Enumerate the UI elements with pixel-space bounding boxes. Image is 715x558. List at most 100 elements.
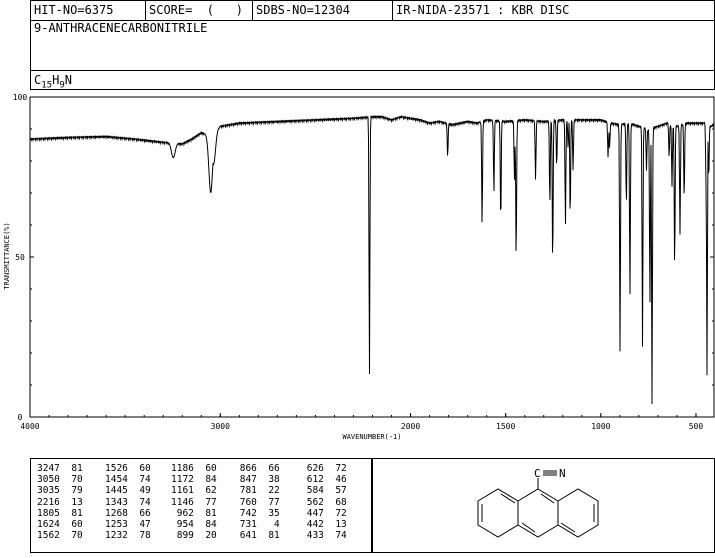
peak-transmittance: 68 [323,496,347,508]
peak-row: 442 13 [301,519,347,530]
anthracene-structure: C N [477,467,599,538]
structure-box: C N [372,458,715,553]
header-box: HIT-NO=6375 SCORE= ( ) SDBS-NO=12304 IR-… [30,0,715,90]
peak-row: 433 74 [301,530,347,541]
peak-table: 3247 81 3050 70 3035 79 2216 13 1805 81 1624 … [30,458,372,553]
peak-wavenumber: 1343 [105,496,128,508]
peak-row: 2216 13 [37,497,83,508]
peak-wavenumber: 866 [234,463,257,474]
peak-wavenumber: 1526 [105,463,128,474]
x-tick-label: 4000 [20,422,39,431]
peak-row: 1161 62 [171,485,217,496]
peak-row: 1232 78 [105,530,151,541]
peak-row: 1805 81 [37,508,83,519]
peak-transmittance: 35 [256,507,280,519]
peak-transmittance: 4 [256,519,280,531]
peak-row: 781 22 [234,485,280,496]
peak-row: 1445 49 [105,485,151,496]
peak-wavenumber: 641 [234,530,257,542]
peak-transmittance: 60 [59,519,83,531]
peak-row: 866 66 [234,463,280,474]
peak-transmittance: 77 [256,496,280,508]
peak-transmittance: 84 [193,474,217,486]
peak-row: 962 81 [171,508,217,519]
peak-wavenumber: 433 [301,530,324,542]
x-tick-label: 2000 [401,422,420,431]
x-axis-label: WAVENUMBER(-1) [342,433,401,441]
peak-row: 584 57 [301,485,347,496]
peak-wavenumber: 584 [301,485,324,497]
peak-column-5: 626 72 612 46 584 57 562 68 447 72 442 1… [301,463,347,541]
hit-no: HIT-NO=6375 [31,1,146,20]
peak-wavenumber: 954 [171,519,194,531]
peak-transmittance: 78 [127,530,151,542]
peak-transmittance: 49 [127,485,151,497]
peak-wavenumber: 442 [301,519,324,531]
peak-transmittance: 60 [193,463,217,474]
y-axis-label: TRANSMITTANCE(%) [3,222,11,289]
peak-transmittance: 66 [127,507,151,519]
peak-transmittance: 81 [59,463,83,474]
peak-wavenumber: 899 [171,530,194,542]
chart-ticks: 4000 3000 2000 1500 1000 500 0 50 100 [13,93,714,431]
peak-transmittance: 38 [256,474,280,486]
ir-nida: IR-NIDA-23571 : KBR DISC [396,3,570,17]
peak-wavenumber: 1186 [171,463,194,474]
peak-row: 760 77 [234,497,280,508]
peak-column-2: 1526 60 1454 74 1445 49 1343 74 1268 66 1253 … [105,463,151,541]
atom-nitrogen: N [559,467,566,480]
peak-wavenumber: 1454 [105,474,128,486]
peak-transmittance: 60 [127,463,151,474]
peak-column-3: 1186 60 1172 84 1161 62 1146 77 962 81 954 … [171,463,217,541]
ir-spectrum-chart: 4000 3000 2000 1500 1000 500 0 50 100 WAVENUMBER… [3,93,715,441]
peak-column-4: 866 66 847 38 781 22 760 77 742 35 731 4… [234,463,280,541]
peak-wavenumber: 847 [234,474,257,486]
peak-row: 641 81 [234,530,280,541]
peak-transmittance: 74 [323,530,347,542]
peak-transmittance: 13 [59,496,83,508]
compound-name: 9-ANTHRACENECARBONITRILE [34,21,208,35]
peak-wavenumber: 447 [301,507,324,519]
peak-row: 626 72 [301,463,347,474]
peak-row: 1268 66 [105,508,151,519]
peak-transmittance: 74 [127,496,151,508]
peak-row: 3247 81 [37,463,83,474]
peak-transmittance: 62 [193,485,217,497]
peak-row: 1186 60 [171,463,217,474]
peak-wavenumber: 3035 [37,485,60,497]
peak-transmittance: 81 [193,507,217,519]
peak-row: 3050 70 [37,474,83,485]
peak-transmittance: 77 [193,496,217,508]
peak-wavenumber: 1253 [105,519,128,531]
peak-wavenumber: 760 [234,496,257,508]
formula-row: C15H9N [31,70,715,91]
peak-wavenumber: 1445 [105,485,128,497]
peak-row: 3035 79 [37,485,83,496]
peak-row: 1253 47 [105,519,151,530]
y-tick-label: 50 [15,253,25,262]
peak-wavenumber: 2216 [37,496,60,508]
peak-transmittance: 46 [323,474,347,486]
peak-row: 847 38 [234,474,280,485]
peak-row: 1562 70 [37,530,83,541]
peak-transmittance: 72 [323,507,347,519]
peak-wavenumber: 1562 [37,530,60,542]
peak-transmittance: 84 [193,519,217,531]
peak-wavenumber: 1146 [171,496,194,508]
peak-row: 899 20 [171,530,217,541]
peak-wavenumber: 1624 [37,519,60,531]
peak-wavenumber: 1161 [171,485,194,497]
peak-row: 1172 84 [171,474,217,485]
peak-row: 742 35 [234,508,280,519]
peak-row: 731 4 [234,519,280,530]
peak-transmittance: 72 [323,463,347,474]
peak-row: 1526 60 [105,463,151,474]
peak-row: 954 84 [171,519,217,530]
atom-carbon: C [534,467,541,480]
peak-transmittance: 22 [256,485,280,497]
peak-wavenumber: 781 [234,485,257,497]
peak-wavenumber: 1268 [105,507,128,519]
peak-row: 1146 77 [171,497,217,508]
peak-wavenumber: 1172 [171,474,194,486]
peak-column-1: 3247 81 3050 70 3035 79 2216 13 1805 81 1624 … [37,463,83,541]
